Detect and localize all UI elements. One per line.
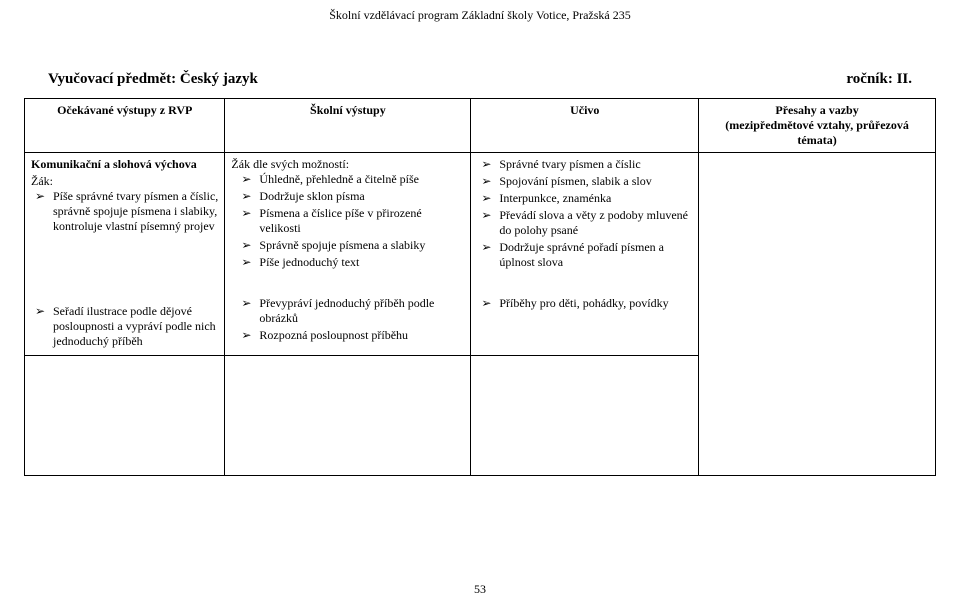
- list-item: Správně spojuje písmena a slabiky: [235, 238, 464, 253]
- page-header: Školní vzdělávací program Základní školy…: [0, 0, 960, 23]
- cell-school-1: Žák dle svých možností: Úhledně, přehled…: [225, 153, 471, 277]
- lead-text: Žák:: [31, 174, 218, 189]
- list-item: Písmena a číslice píše v přirozené velik…: [235, 206, 464, 236]
- th-school-outputs: Školní výstupy: [225, 99, 471, 153]
- list-item: Úhledně, přehledně a čitelně píše: [235, 172, 464, 187]
- list-item: Převypráví jednoduchý příběh podle obráz…: [235, 296, 464, 326]
- cell-expected-1: Komunikační a slohová výchova Žák: Píše …: [25, 153, 225, 277]
- list-item: Správné tvary písmen a číslic: [481, 157, 692, 172]
- list-item: Převádí slova a věty z podoby mluvené do…: [481, 208, 692, 238]
- list-item: Píše jednoduchý text: [235, 255, 464, 270]
- list-item: Rozpozná posloupnost příběhu: [235, 328, 464, 343]
- list-item: Příběhy pro děti, pohádky, povídky: [481, 296, 692, 311]
- spacer-cell: [225, 356, 471, 476]
- grade-label: ročník: II.: [846, 71, 912, 88]
- spacer-cell: [25, 356, 225, 476]
- th-links: Přesahy a vazby (mezipředmětové vztahy, …: [699, 99, 936, 153]
- list-item: Dodržuje správné pořadí písmen a úplnost…: [481, 240, 692, 270]
- lead-text: Žák dle svých možností:: [231, 157, 464, 172]
- cell-content-1: Správné tvary písmen a číslic Spojování …: [471, 153, 699, 277]
- cell-content-2: Příběhy pro děti, pohádky, povídky: [471, 276, 699, 356]
- subject-row: Vyučovací předmět: Český jazyk ročník: I…: [0, 23, 960, 98]
- list-item: Dodržuje sklon písma: [235, 189, 464, 204]
- cell-school-2: Převypráví jednoduchý příběh podle obráz…: [225, 276, 471, 356]
- section-title: Komunikační a slohová výchova: [31, 157, 218, 172]
- cell-expected-2: Seřadí ilustrace podle dějové posloupnos…: [25, 276, 225, 356]
- cell-links: [699, 153, 936, 356]
- subject-label: Vyučovací předmět: Český jazyk: [48, 71, 258, 88]
- bullet-list: Seřadí ilustrace podle dějové posloupnos…: [31, 304, 218, 349]
- table-row: Komunikační a slohová výchova Žák: Píše …: [25, 153, 936, 277]
- th-content: Učivo: [471, 99, 699, 153]
- spacer-cell: [699, 356, 936, 476]
- spacer-cell: [471, 356, 699, 476]
- page-number: 53: [0, 582, 960, 597]
- bullet-list: Úhledně, přehledně a čitelně píše Dodržu…: [231, 172, 464, 270]
- th-expected: Očekávané výstupy z RVP: [25, 99, 225, 153]
- bullet-list: Příběhy pro děti, pohádky, povídky: [477, 296, 692, 311]
- th-links-line1: Přesahy a vazby: [705, 103, 929, 118]
- list-item: Interpunkce, znaménka: [481, 191, 692, 206]
- bullet-list: Správné tvary písmen a číslic Spojování …: [477, 157, 692, 270]
- curriculum-table: Očekávané výstupy z RVP Školní výstupy U…: [24, 98, 936, 476]
- curriculum-table-wrap: Očekávané výstupy z RVP Školní výstupy U…: [0, 98, 960, 476]
- list-item: Píše správné tvary písmen a číslic, sprá…: [35, 189, 218, 234]
- table-row-spacer: [25, 356, 936, 476]
- list-item: Spojování písmen, slabik a slov: [481, 174, 692, 189]
- bullet-list: Převypráví jednoduchý příběh podle obráz…: [231, 296, 464, 343]
- th-links-line2: (mezipředmětové vztahy, průřezová témata…: [705, 118, 929, 148]
- table-header-row: Očekávané výstupy z RVP Školní výstupy U…: [25, 99, 936, 153]
- list-item: Seřadí ilustrace podle dějové posloupnos…: [35, 304, 218, 349]
- bullet-list: Píše správné tvary písmen a číslic, sprá…: [31, 189, 218, 234]
